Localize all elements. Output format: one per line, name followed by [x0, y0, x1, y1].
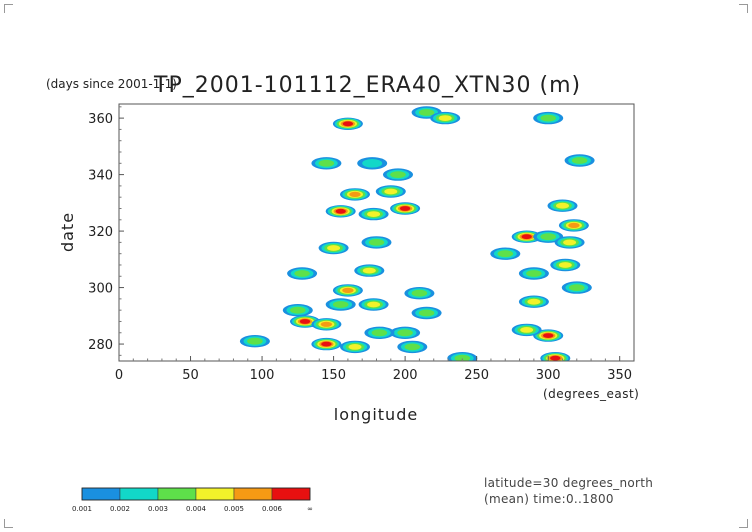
- contour-cell-13-level-4: [556, 202, 569, 209]
- colorbar-swatch-2: [119, 487, 159, 501]
- contour-cell-30-level-5: [320, 321, 333, 327]
- corner-mark-top-right: [739, 4, 748, 13]
- contour-cell-9-level-4: [384, 188, 398, 195]
- contour-cell-44-level-3: [497, 250, 514, 258]
- colorbar-label-6: ∞: [307, 505, 313, 513]
- contour-cell-29-level-6: [299, 319, 311, 324]
- contour-cell-7-level-3: [390, 171, 406, 179]
- contour-cell-17-level-4: [563, 239, 577, 246]
- contour-cell-10-level-6: [335, 208, 346, 214]
- contour-cell-0-level-6: [342, 121, 354, 127]
- contour-cell-39-level-6: [550, 355, 561, 361]
- y-tick-label-4: 360: [88, 112, 113, 127]
- contour-cell-28-level-3: [332, 301, 349, 308]
- contour-cell-40-level-3: [247, 337, 263, 345]
- x-tick-label-3: 150: [321, 368, 346, 383]
- x-axis-label: longitude: [334, 405, 418, 424]
- chart-title: TP_2001-101112_ERA40_XTN30 (m): [153, 73, 581, 98]
- y-tick-label-3: 340: [88, 169, 113, 184]
- colorbar-swatch-3: [157, 487, 197, 501]
- contour-cell-43-level-3: [290, 306, 306, 314]
- contour-cell-42-level-3: [371, 329, 388, 337]
- x-tick-label-0: 0: [115, 368, 123, 383]
- colorbar-label-0: 0.001: [72, 505, 92, 513]
- contour-cell-23-level-3: [526, 270, 542, 277]
- contour-cell-19-level-3: [368, 239, 385, 246]
- contour-cell-38-level-4: [527, 298, 541, 305]
- contour-cell-35-level-3: [404, 343, 421, 351]
- colorbar-label-5: 0.006: [262, 505, 283, 513]
- y-tick-label-0: 280: [88, 338, 113, 353]
- contour-cell-5-level-3: [318, 159, 335, 167]
- contour-cell-3-level-3: [540, 114, 556, 122]
- contour-cell-24-level-3: [569, 284, 585, 291]
- contour-cell-41-level-3: [454, 354, 471, 361]
- contour-cell-37-level-4: [520, 327, 534, 333]
- colorbar-swatch-4: [195, 487, 235, 501]
- contour-cell-34-level-4: [348, 344, 362, 350]
- contour-cell-22-level-4: [362, 267, 376, 274]
- corner-mark-top-left: [4, 4, 13, 13]
- corner-mark-bottom-left: [4, 519, 13, 528]
- contour-cell-2-level-4: [438, 115, 452, 121]
- y-axis: 280 300 320 340 360: [88, 106, 124, 356]
- annotation-latitude: latitude=30 degrees_north: [484, 476, 654, 490]
- y-axis-label: date: [58, 212, 77, 252]
- contour-cell-18-level-4: [558, 262, 572, 268]
- x-axis: 0 50 100 150 200 250 300 350: [115, 356, 632, 383]
- contour-cell-26-level-3: [411, 289, 428, 297]
- colorbar-swatch-5: [233, 487, 273, 501]
- contour-cell-16-level-3: [540, 233, 556, 241]
- x-tick-label-6: 300: [536, 368, 561, 383]
- x-tick-label-2: 100: [250, 368, 275, 383]
- x-tick-label-4: 200: [393, 368, 418, 383]
- colorbar-swatch-1: [81, 487, 121, 501]
- colorbar-label-3: 0.004: [186, 505, 207, 513]
- y-tick-label-2: 320: [88, 225, 113, 240]
- contour-cell-6-level-2: [362, 159, 383, 168]
- colorbar-label-4: 0.005: [224, 505, 244, 513]
- x-tick-label-1: 50: [182, 368, 199, 383]
- contour-cell-11-level-4: [367, 211, 381, 218]
- x-tick-label-5: 250: [464, 368, 489, 383]
- colorbar-swatch-6: [271, 487, 311, 501]
- contour-cell-12-level-6: [399, 206, 411, 211]
- x-units-label: (degrees_east): [543, 387, 639, 401]
- contour-cell-36-level-6: [543, 333, 554, 338]
- contour-cell-14-level-5: [568, 222, 580, 228]
- contour-cell-32-level-3: [397, 329, 413, 337]
- colorbar: 0.001 0.002 0.003 0.004 0.005 0.006 ∞: [72, 487, 313, 513]
- time-units-label: (days since 2001-1-1): [46, 77, 177, 91]
- colorbar-label-1: 0.002: [110, 505, 130, 513]
- contour-cell-27-level-4: [367, 301, 381, 308]
- contour-cell-1-level-3: [418, 109, 435, 116]
- contour-field: [239, 106, 595, 361]
- contour-cell-4-level-3: [571, 157, 588, 164]
- contour-cell-31-level-3: [418, 309, 435, 317]
- annotation-time-mean: (mean) time:0..1800: [484, 492, 614, 506]
- contour-cell-8-level-5: [349, 191, 361, 197]
- colorbar-label-2: 0.003: [148, 505, 168, 513]
- contour-cell-21-level-3: [294, 270, 310, 277]
- contour-cell-20-level-4: [327, 245, 341, 251]
- contour-cell-33-level-6: [321, 341, 332, 347]
- x-tick-label-7: 350: [607, 368, 632, 383]
- contour-cell-25-level-5: [342, 287, 354, 293]
- contour-cell-15-level-6: [521, 234, 532, 240]
- corner-mark-bottom-right: [739, 519, 748, 528]
- colorbar-frame: [81, 487, 311, 501]
- y-tick-label-1: 300: [88, 282, 113, 297]
